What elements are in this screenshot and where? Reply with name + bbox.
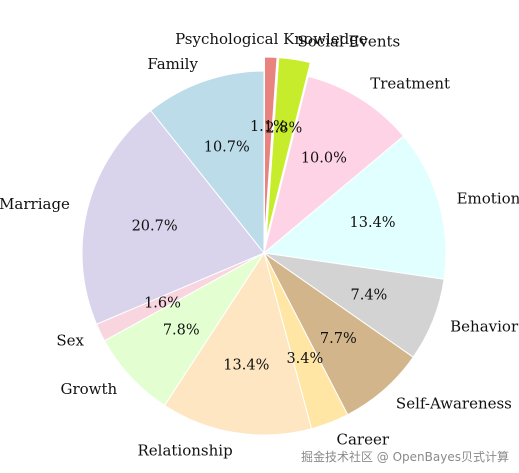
watermark-text: 掘金技术社区 @ OpenBayes贝式计算 bbox=[300, 450, 509, 464]
pct-label-self-awareness: 7.7% bbox=[320, 331, 357, 347]
slice-treatment bbox=[263, 75, 405, 255]
pie-labels: 1.1% Psychological Knowledge 2.8% Social Ev… bbox=[0, 30, 519, 460]
pct-label-psychological-knowledge: 1.1% bbox=[250, 119, 287, 135]
category-label-social-events: Social Events bbox=[298, 32, 401, 50]
pct-label-sex: 1.6% bbox=[144, 295, 181, 311]
category-label-treatment: Treatment bbox=[370, 74, 450, 92]
pct-label-family: 10.7% bbox=[204, 139, 250, 155]
category-label-marriage: Marriage bbox=[0, 195, 70, 213]
category-label-family: Family bbox=[147, 55, 198, 73]
slice-social-events bbox=[265, 57, 311, 240]
slice-family bbox=[149, 70, 265, 255]
slice-relationship bbox=[163, 251, 313, 436]
pct-label-emotion: 13.4% bbox=[350, 215, 396, 231]
slice-marriage bbox=[81, 109, 265, 325]
pct-label-social-events: 2.8% bbox=[265, 121, 302, 137]
category-label-growth: Growth bbox=[60, 380, 117, 398]
slice-emotion bbox=[262, 135, 447, 280]
pct-label-relationship: 13.4% bbox=[223, 357, 269, 373]
category-label-behavior: Behavior bbox=[450, 318, 519, 336]
category-label-psychological-knowledge: Psychological Knowledge bbox=[175, 30, 368, 48]
category-label-self-awareness: Self-Awareness bbox=[396, 395, 512, 413]
category-label-emotion: Emotion bbox=[457, 189, 519, 207]
pie-slices bbox=[81, 56, 447, 436]
category-label-relationship: Relationship bbox=[137, 442, 232, 460]
pct-label-marriage: 20.7% bbox=[132, 218, 178, 234]
category-label-career: Career bbox=[337, 431, 390, 449]
slice-psychological-knowledge bbox=[263, 56, 278, 240]
pct-label-behavior: 7.4% bbox=[350, 288, 387, 304]
pct-label-growth: 7.8% bbox=[163, 323, 200, 339]
pct-label-treatment: 10.0% bbox=[301, 150, 347, 166]
category-label-sex: Sex bbox=[56, 332, 84, 350]
pct-label-career: 3.4% bbox=[286, 351, 323, 367]
